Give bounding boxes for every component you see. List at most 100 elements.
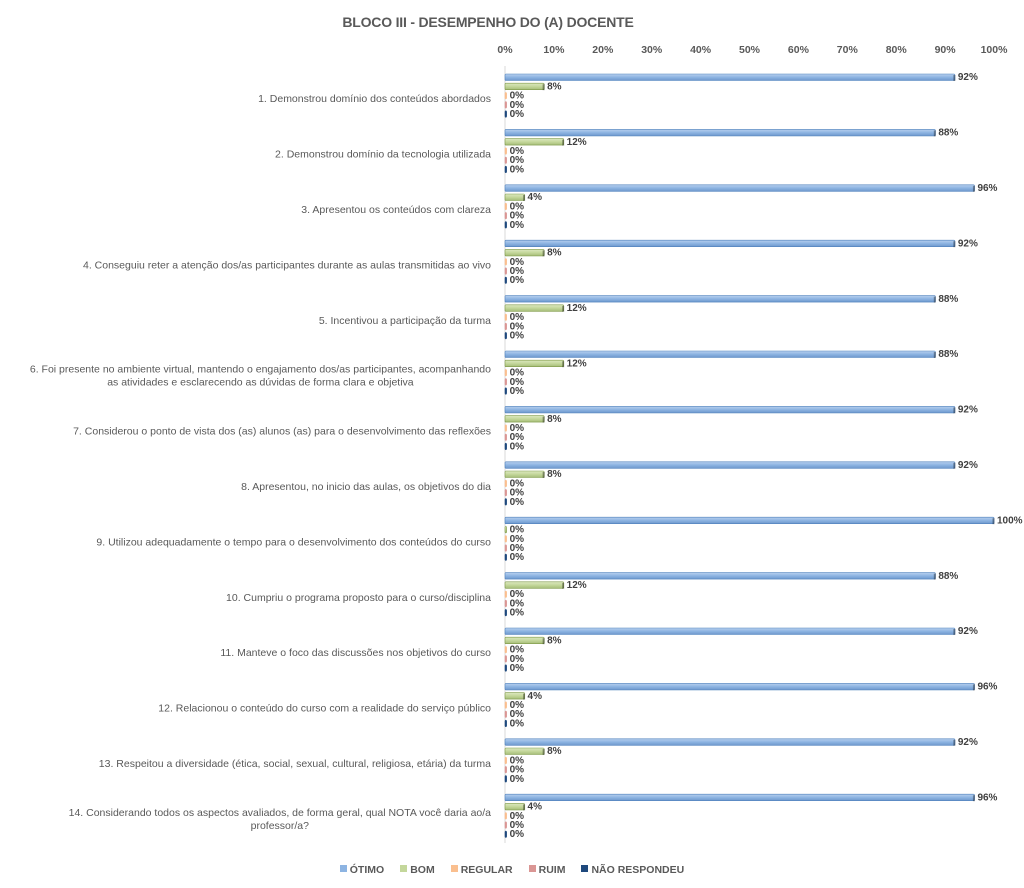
data-label: 0% (510, 386, 525, 397)
category-label-line: 2. Demonstrou domínio da tecnologia util… (275, 149, 491, 161)
bar-regular (504, 258, 507, 266)
bar-n-o-respondeu (504, 719, 507, 728)
bar-shadow (542, 749, 545, 755)
bar-ruim (504, 433, 507, 441)
bar-shadow (933, 573, 936, 580)
legend-label: NÃO RESPONDEU (591, 864, 685, 876)
data-label: 0% (510, 312, 525, 323)
data-label: 0% (510, 211, 525, 222)
category-label: 11. Manteve o foco das discussões nos ob… (220, 647, 491, 659)
bar--timo (504, 683, 975, 691)
legend-label: RUIM (538, 864, 566, 876)
bar-bom (504, 415, 545, 423)
data-label: 8% (547, 81, 562, 92)
data-label: 92% (958, 72, 978, 83)
chart-title: BLOCO III - DESEMPENHO DO (A) DOCENTE (342, 14, 634, 30)
bar-ruim (504, 821, 507, 829)
data-label: 0% (510, 755, 525, 766)
bar-bom (504, 692, 525, 700)
bar-bom (504, 581, 564, 589)
data-label: 0% (510, 201, 525, 212)
category-label-line: 10. Cumpriu o programa proposto para o c… (226, 592, 491, 604)
bar-ruim (504, 655, 507, 663)
category-label-line: 14. Considerando todos os aspectos avali… (69, 807, 492, 819)
data-label: 88% (938, 571, 958, 582)
legend-item: ÓTIMO (339, 864, 385, 876)
category-label: 4. Conseguiu reter a atenção dos/as part… (83, 259, 491, 271)
data-label: 12% (567, 580, 587, 591)
bar-n-o-respondeu (504, 664, 507, 672)
bar-shadow (953, 629, 956, 635)
bar-regular (504, 424, 507, 432)
data-label: 8% (547, 414, 562, 425)
bar-ruim (504, 322, 507, 331)
bar-bom (504, 470, 545, 478)
bar-n-o-respondeu (504, 553, 507, 561)
data-label: 0% (510, 774, 525, 785)
data-label: 0% (510, 146, 525, 157)
bar-n-o-respondeu (504, 609, 507, 617)
category-label: 9. Utilizou adequadamente o tempo para o… (96, 536, 491, 548)
legend-swatch (339, 865, 347, 872)
x-tick-label: 0% (497, 44, 513, 56)
category-label-line: 9. Utilizou adequadamente o tempo para o… (96, 536, 491, 548)
bar-shadow (562, 305, 565, 312)
data-label: 88% (938, 349, 958, 360)
category-label-line: 1. Demonstrou domínio dos conteúdos abor… (258, 93, 491, 105)
x-tick-label: 90% (935, 44, 957, 56)
data-label: 4% (528, 192, 543, 203)
category-label-line: 5. Incentivou a participação da turma (319, 315, 491, 327)
data-label: 12% (567, 358, 587, 369)
bar-n-o-respondeu (504, 387, 507, 395)
bar-regular (504, 147, 507, 155)
data-label: 0% (510, 377, 525, 388)
bars (504, 73, 995, 838)
legend-item: RUIM (528, 864, 566, 876)
data-label: 12% (567, 303, 587, 314)
category-label: 12. Relacionou o conteúdo do curso com a… (158, 703, 491, 715)
bar-regular (504, 701, 507, 709)
bar-shadow (562, 139, 565, 146)
bar-shadow (523, 693, 526, 700)
bar-shadow (933, 352, 936, 358)
bar-bom (504, 249, 545, 257)
data-label: 0% (510, 155, 525, 166)
data-label: 0% (510, 164, 525, 175)
legend-swatch (528, 865, 536, 872)
bar-bom (504, 304, 564, 312)
data-label: 0% (510, 488, 525, 499)
data-label: 0% (510, 663, 525, 674)
bar-bom (504, 193, 525, 201)
category-label-line: 3. Apresentou os conteúdos com clareza (301, 204, 491, 216)
data-label: 0% (510, 275, 525, 286)
bar-shadow (542, 84, 545, 91)
bar-regular (504, 646, 507, 654)
bar-regular (504, 369, 507, 377)
x-axis: 0% 10% 20% 30% 40% 50% 60% 70% 80% 90% 100% (497, 44, 1008, 843)
data-label: 96% (977, 183, 997, 194)
data-label: 0% (510, 645, 525, 656)
legend-label: ÓTIMO (349, 864, 385, 876)
bar-shadow (972, 185, 975, 192)
data-label: 0% (510, 820, 525, 831)
x-tick-label: 70% (837, 44, 859, 56)
bar-shadow (562, 361, 565, 368)
bar-ruim (504, 544, 507, 552)
data-label: 0% (510, 718, 525, 729)
category-label-line: 12. Relacionou o conteúdo do curso com a… (158, 703, 491, 715)
bar-shadow (933, 296, 936, 303)
x-tick-label: 10% (543, 44, 565, 56)
x-tick-label: 100% (981, 44, 1009, 56)
data-label: 0% (510, 497, 525, 508)
bar-bom (504, 803, 525, 811)
bar-bom (504, 636, 545, 645)
data-label: 92% (958, 626, 978, 637)
data-label: 8% (547, 746, 562, 757)
data-label: 4% (528, 802, 543, 813)
category-label: 7. Considerou o ponto de vista dos (as) … (73, 426, 491, 438)
legend-swatch (400, 865, 408, 872)
bar-ruim (504, 710, 507, 718)
data-label: 0% (510, 598, 525, 609)
x-tick-label: 50% (739, 44, 761, 56)
